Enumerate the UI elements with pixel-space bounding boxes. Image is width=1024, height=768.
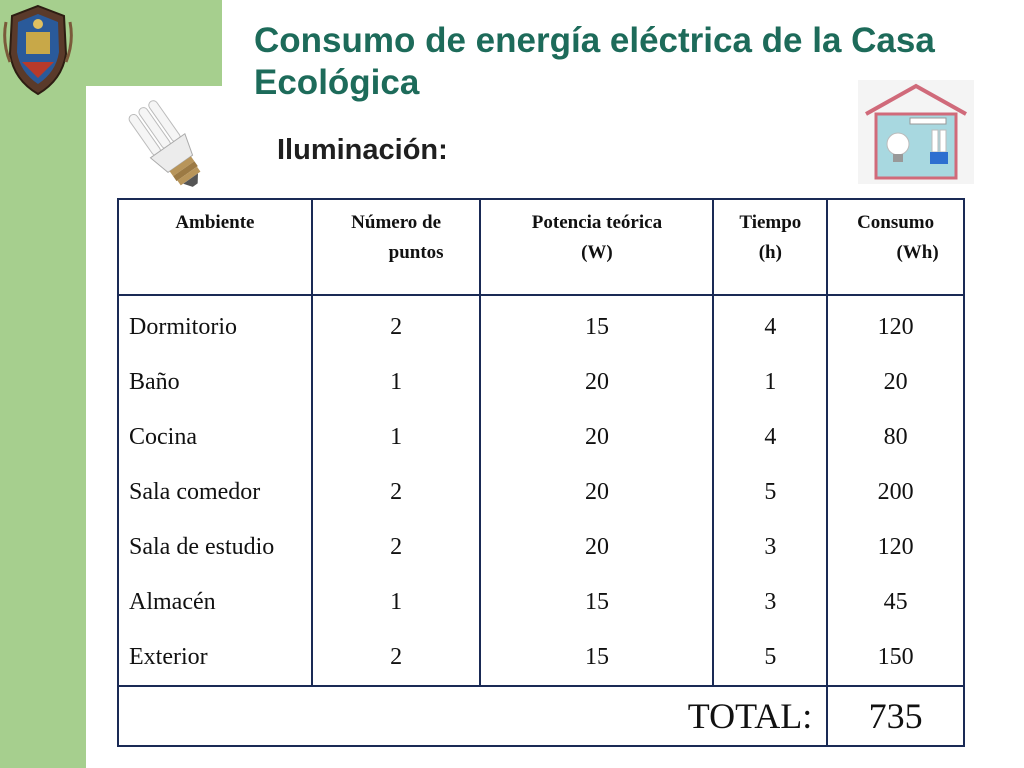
header-ambiente: Ambiente [117,198,313,296]
total-value: 735 [826,685,965,747]
header-numero-puntos: Número de puntos [310,198,482,296]
table-row: Sala de estudio 2 20 3 120 [117,520,965,575]
total-label: TOTAL: [116,685,829,747]
lighting-consumption-table: Ambiente Número de puntos Potencia teóric… [116,198,965,747]
university-seal-icon [3,4,73,96]
header-consumo: Consumo (Wh) [826,198,965,296]
energy-saving-bulb-icon [128,100,201,187]
table-row: Exterior 2 15 5 150 [117,630,965,687]
table-row: Sala comedor 2 20 5 200 [117,465,965,520]
table-header-row: Ambiente Número de puntos Potencia teóric… [117,198,965,296]
header-tiempo: Tiempo (h) [712,198,829,296]
section-subtitle: Iluminación: [277,134,448,166]
house-lighting-icon [858,80,974,184]
left-accent-bar [0,0,86,768]
table-row: Dormitorio 2 15 4 120 [117,295,965,355]
table-row: Baño 1 20 1 20 [117,355,965,410]
table-row: Almacén 1 15 3 45 [117,575,965,630]
table-row: Cocina 1 20 4 80 [117,410,965,465]
total-row: TOTAL: 735 [116,685,965,747]
slide-title: Consumo de energía eléctrica de la Casa … [254,21,935,102]
header-potencia: Potencia teórica (W) [479,198,715,296]
